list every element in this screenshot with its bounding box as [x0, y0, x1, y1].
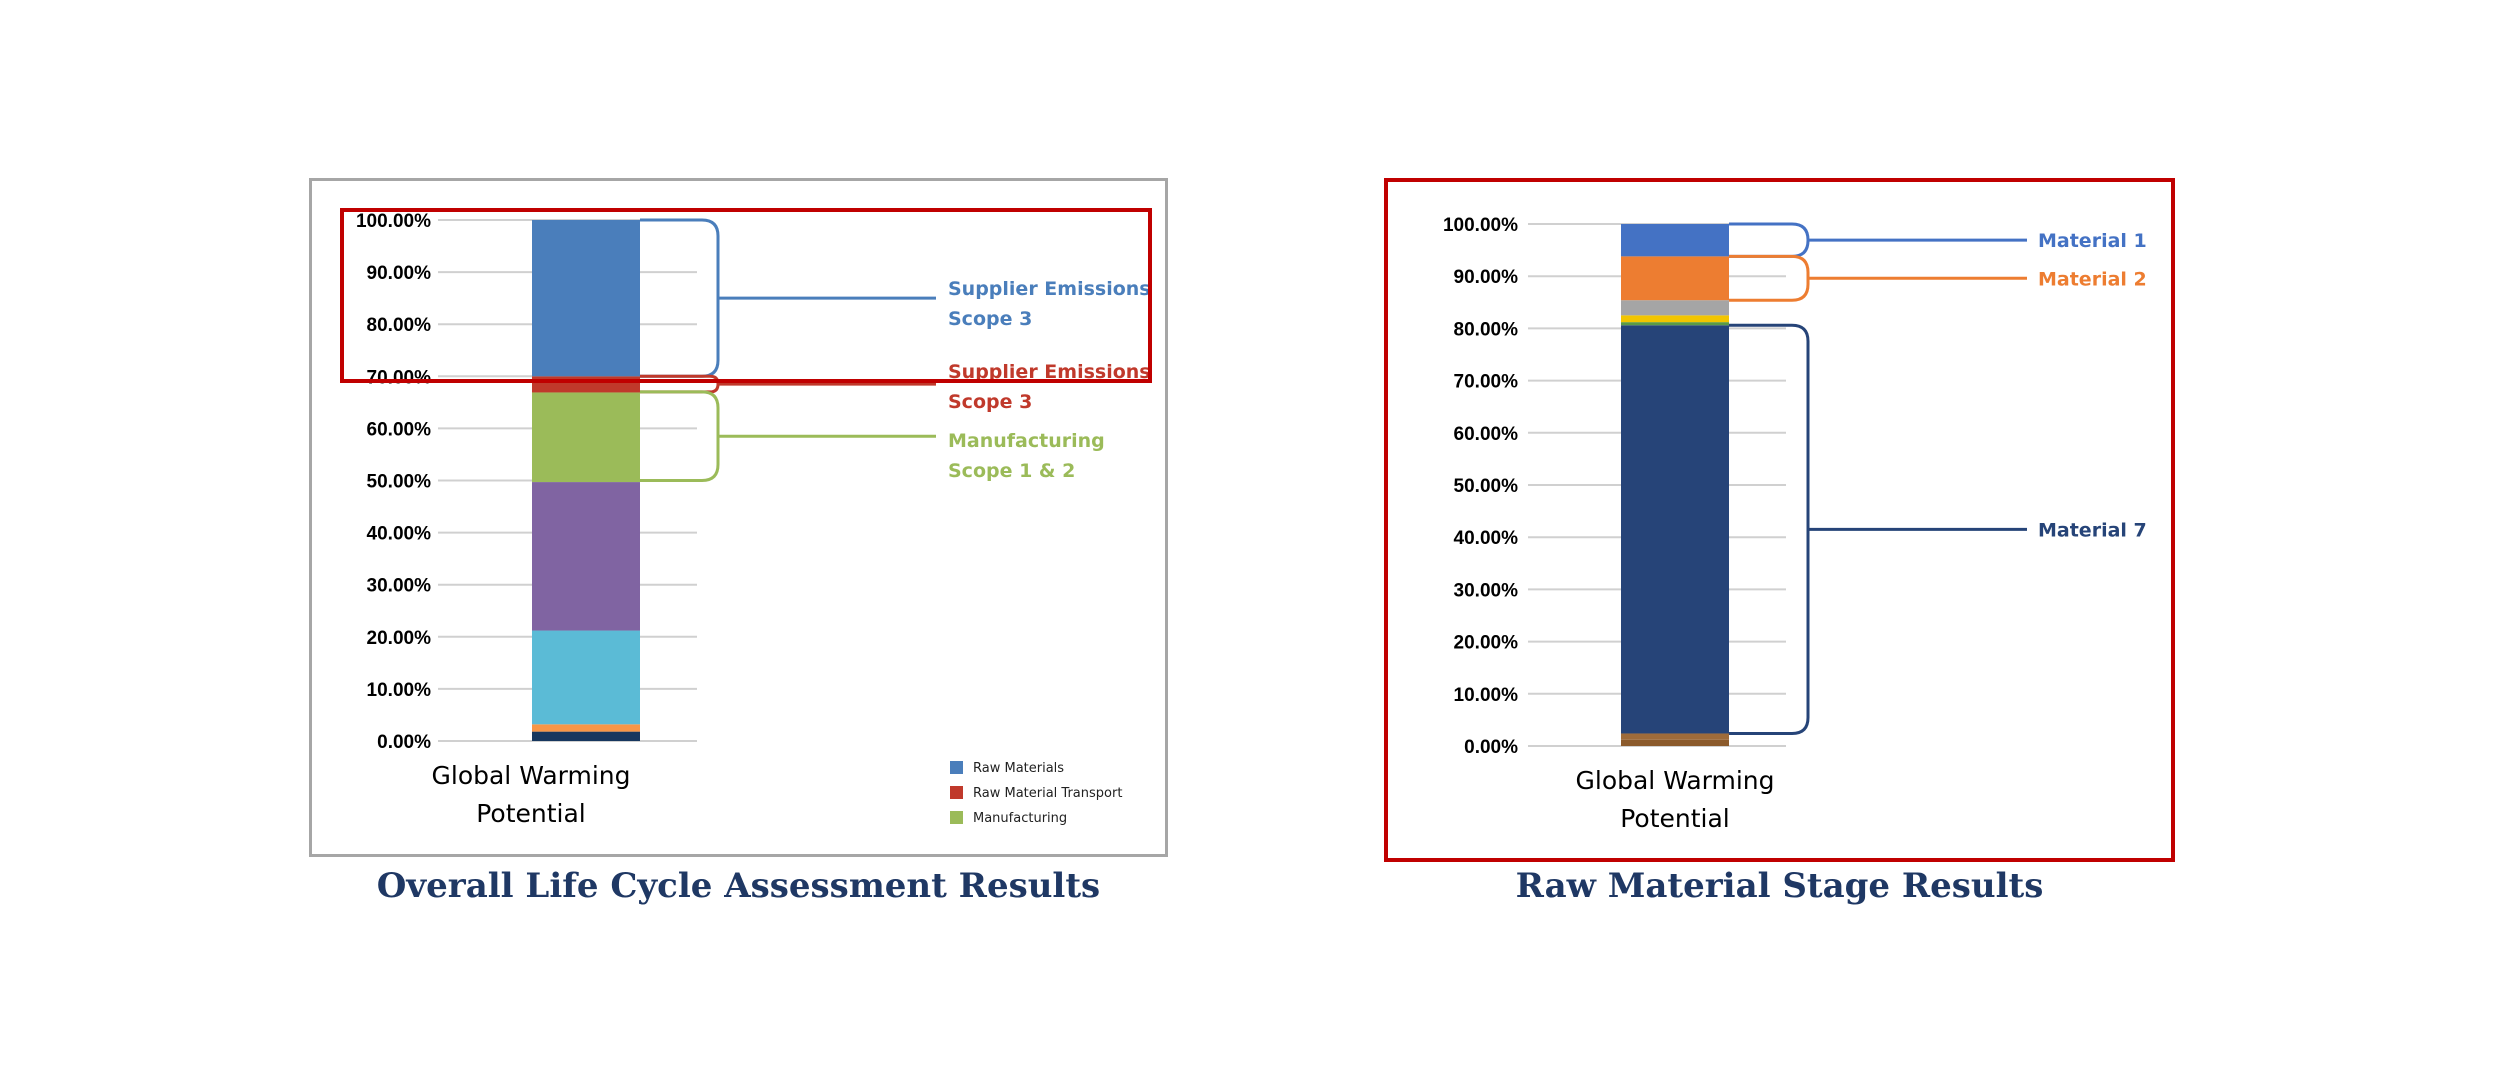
y-tick-label: 40.00% — [367, 524, 432, 545]
bar-segment: Raw Materials — [532, 220, 640, 377]
bar-segment — [532, 724, 640, 732]
bar-segment — [1621, 733, 1729, 740]
bar-segment — [532, 630, 640, 725]
legend-swatch — [950, 786, 963, 799]
annotation-label: Supplier Emissions — [948, 361, 1151, 383]
bar-segment — [532, 482, 640, 631]
raw-material-caption: Raw Material Stage Results — [1515, 866, 2044, 906]
y-tick-label: 60.00% — [367, 419, 432, 440]
x-category-label: Global Warming — [1576, 766, 1775, 795]
y-tick-label: 80.00% — [1454, 319, 1519, 340]
legend-label: Raw Materials — [973, 761, 1064, 776]
y-tick-label: 20.00% — [367, 628, 432, 649]
bar-segment — [532, 392, 640, 483]
y-tick-label: 80.00% — [367, 315, 432, 336]
y-tick-label: 30.00% — [1454, 580, 1519, 601]
y-tick-label: 90.00% — [367, 263, 432, 284]
y-tick-label: 70.00% — [1454, 372, 1519, 393]
raw-material-chart-panel — [1384, 178, 2175, 862]
y-tick-label: 100.00% — [356, 211, 431, 232]
annotation-label: Material 2 — [2038, 268, 2147, 290]
y-tick-label: 0.00% — [377, 732, 431, 753]
legend-label: Raw Material Transport — [973, 786, 1122, 801]
bar-segment: Material 2 — [1621, 256, 1729, 301]
annotation-bracket — [1729, 323, 1810, 735]
annotation-label: Scope 3 — [948, 391, 1032, 413]
legend-swatch — [950, 761, 963, 774]
y-tick-label: 50.00% — [1454, 476, 1519, 497]
y-tick-label: 10.00% — [1454, 685, 1519, 706]
annotation-bracket — [1729, 254, 1810, 302]
bar-segment — [532, 731, 640, 741]
annotation-bracket — [1729, 222, 1810, 258]
overall-lca-caption: Overall Life Cycle Assessment Results — [376, 866, 1101, 906]
bar-segment: Material 1 — [1621, 224, 1729, 257]
annotation-label: Material 7 — [2038, 519, 2147, 541]
bar-segment — [1621, 315, 1729, 323]
bar-segment — [1621, 300, 1729, 316]
annotation-label: Supplier Emissions — [948, 278, 1151, 300]
y-tick-label: 100.00% — [1443, 215, 1518, 236]
x-category-label: Potential — [1620, 804, 1730, 833]
y-tick-label: 30.00% — [367, 576, 432, 597]
overall-lca-chart-panel — [309, 178, 1168, 857]
supplier-emissions-highlight-box — [340, 208, 1152, 383]
y-tick-label: 70.00% — [367, 367, 432, 388]
y-tick-label: 90.00% — [1454, 267, 1519, 288]
legend-swatch — [950, 811, 963, 824]
y-tick-label: 20.00% — [1454, 633, 1519, 654]
y-tick-label: 60.00% — [1454, 424, 1519, 445]
y-tick-label: 40.00% — [1454, 528, 1519, 549]
annotation-label: Scope 1 & 2 — [948, 460, 1075, 482]
x-category-label: Global Warming — [432, 761, 631, 790]
bar-segment — [1621, 739, 1729, 746]
y-tick-label: 10.00% — [367, 680, 432, 701]
legend-label: Manufacturing — [973, 811, 1067, 826]
x-category-label: Potential — [476, 799, 586, 828]
bar-segment: Material 7 — [1621, 325, 1729, 734]
annotation-label: Manufacturing — [948, 430, 1105, 452]
annotation-label: Material 1 — [2038, 230, 2147, 252]
bar-segment — [1621, 322, 1729, 326]
annotation-label: Scope 3 — [948, 308, 1032, 330]
y-tick-label: 0.00% — [1464, 737, 1518, 758]
y-tick-label: 50.00% — [367, 472, 432, 493]
